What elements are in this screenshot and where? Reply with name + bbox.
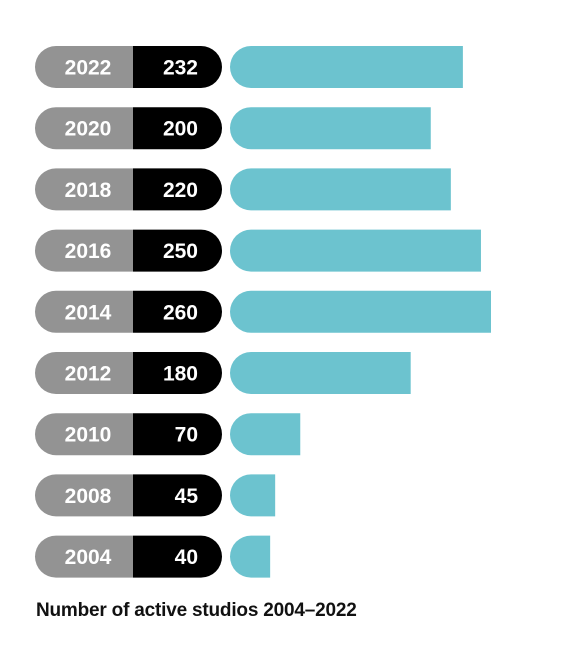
year-label: 2018: [65, 179, 112, 202]
bar-row: 2016 250: [35, 229, 481, 272]
bar-row: 2014 260: [35, 290, 491, 333]
bar: [230, 168, 451, 211]
year-pill: [35, 229, 133, 272]
year-label: 2020: [65, 118, 112, 141]
year-label: 2016: [65, 240, 112, 263]
value-pill: [133, 168, 222, 211]
bar: [230, 535, 271, 578]
value-pill: [133, 352, 222, 394]
bar-row: 2018 220: [35, 168, 451, 211]
year-pill: [35, 46, 133, 88]
year-label: 2012: [65, 363, 112, 386]
value-label: 220: [163, 179, 198, 202]
bar: [230, 413, 301, 456]
chart-title: Number of active studios 2004–2022: [36, 600, 357, 621]
bar: [230, 107, 431, 150]
value-label: 250: [163, 240, 198, 263]
year-label: 2014: [65, 301, 112, 324]
year-label: 2010: [65, 424, 112, 447]
value-label: 260: [163, 301, 198, 324]
bar-row: 2012 180: [35, 352, 411, 394]
value-label: 40: [175, 546, 198, 569]
value-pill: [133, 46, 222, 88]
value-pill: [133, 474, 223, 517]
bar: [230, 352, 411, 394]
value-pill: [133, 413, 222, 456]
year-label: 2022: [65, 57, 112, 80]
year-pill: [35, 107, 133, 150]
bar-row: 2022 232: [35, 46, 463, 88]
bar-row: 2010 70: [35, 413, 301, 456]
value-label: 200: [163, 118, 198, 141]
year-pill: [35, 168, 133, 211]
value-label: 232: [163, 57, 198, 80]
year-label: 2004: [65, 546, 112, 569]
value-pill: [133, 229, 222, 272]
year-pill: [35, 290, 133, 333]
value-label: 70: [175, 424, 198, 447]
bar-row: 2008 45: [34, 474, 276, 517]
value-label: 45: [175, 485, 199, 508]
year-pill: [35, 535, 133, 578]
value-pill: [133, 290, 222, 333]
bar: [230, 290, 491, 333]
bar: [229, 474, 276, 517]
year-pill: [35, 352, 133, 394]
bar: [230, 46, 463, 88]
bar-row: 2004 40: [35, 535, 271, 578]
bar: [230, 229, 481, 272]
bar-row: 2020 200: [35, 107, 431, 150]
value-pill: [133, 535, 222, 578]
value-pill: [133, 107, 222, 150]
year-pill: [34, 474, 133, 517]
year-pill: [35, 413, 133, 456]
value-label: 180: [163, 363, 198, 386]
year-label: 2008: [65, 485, 112, 508]
